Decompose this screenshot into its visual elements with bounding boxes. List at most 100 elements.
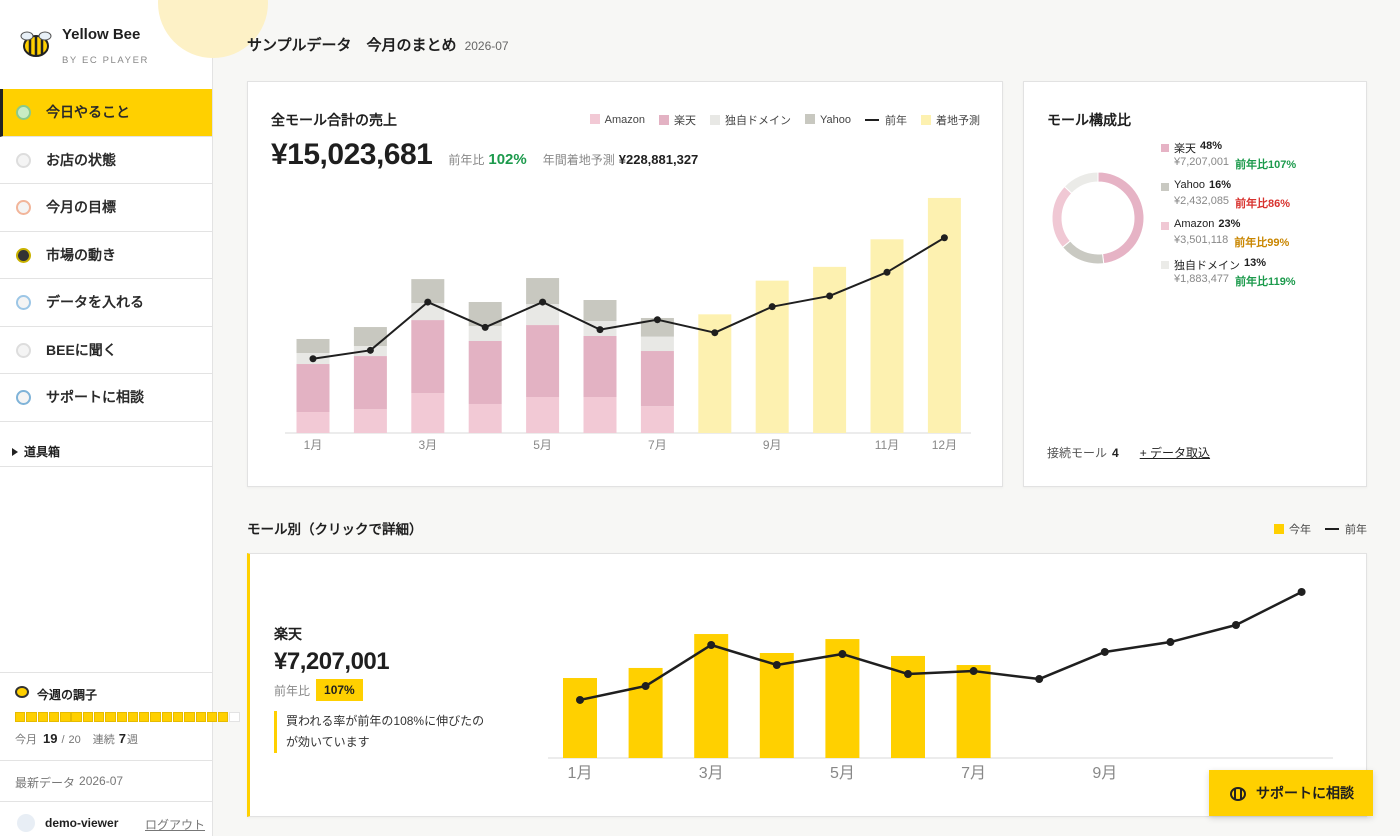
progress-segment xyxy=(15,712,26,722)
amount: ¥2,432,085 xyxy=(1174,195,1230,207)
legend-item: 今年 xyxy=(1274,521,1311,537)
donut-slice xyxy=(1097,171,1145,265)
legend-row: Yahoo 16% xyxy=(1174,179,1231,191)
yoy-badge: 107% xyxy=(316,679,363,701)
mall-card[interactable]: 楽天 ¥7,207,001 前年比 107% 買われる率が前年の108%に伸びた… xyxy=(247,553,1367,817)
amount: ¥3,501,118 xyxy=(1174,234,1229,246)
nav-label: BEEに聞く xyxy=(46,341,117,358)
legend-row: 楽天 48% xyxy=(1174,140,1222,156)
bar xyxy=(296,412,330,433)
section-title: モール別（クリックで詳細） xyxy=(247,522,423,537)
progress-segment xyxy=(48,712,60,722)
nav-label: データを入れる xyxy=(46,294,144,311)
legend-swatch xyxy=(1274,524,1284,534)
amount: ¥1,883,477 xyxy=(1174,273,1230,285)
bar xyxy=(640,406,674,433)
line-point xyxy=(1232,621,1240,630)
share: 13% xyxy=(1244,257,1267,269)
support-button[interactable]: サポートに相談 xyxy=(1209,770,1373,816)
x-tick-label: 9月 xyxy=(763,438,782,452)
bar xyxy=(411,303,445,321)
bar xyxy=(468,403,502,433)
line-point xyxy=(904,670,912,679)
legend-swatch xyxy=(1161,261,1169,269)
nav-item[interactable]: 市場の動き xyxy=(0,232,212,279)
legend: 今年 前年 xyxy=(1274,521,1367,537)
progress-segment xyxy=(150,712,161,722)
page-header: サンプルデータ 今月のまとめ 2026-07 xyxy=(247,34,509,55)
donut-chart xyxy=(1051,171,1145,265)
mall-name: Amazon xyxy=(1174,218,1215,230)
x-tick-label: 7月 xyxy=(648,438,667,452)
mall-name: 楽天 xyxy=(274,626,302,642)
toolbox-toggle[interactable]: 道具箱 xyxy=(12,443,60,460)
logout-link[interactable]: ログアウト xyxy=(145,818,206,832)
line-point xyxy=(424,298,432,306)
progress-segment xyxy=(161,712,173,722)
x-tick-label: 9月 xyxy=(1092,765,1117,782)
nav-item[interactable]: データを入れる xyxy=(0,279,212,327)
legend-label: 楽天 xyxy=(674,115,696,127)
bar xyxy=(411,393,445,433)
card-title: モール構成比 xyxy=(1047,112,1131,128)
nav-label: お店の状態 xyxy=(46,151,116,168)
streak: 7 xyxy=(118,731,127,746)
mall-chart: 1月 3月 5月 7月 9月 xyxy=(548,587,1333,782)
latest-data: 最新データ 2026-07 xyxy=(15,774,123,791)
line-point xyxy=(309,355,317,363)
user-avatar xyxy=(17,814,35,832)
progress-segment xyxy=(71,712,82,722)
nav-item[interactable]: 今月の目標 xyxy=(0,184,212,232)
mall-name: Yahoo xyxy=(1174,179,1205,191)
nav-item[interactable]: BEEに聞く xyxy=(0,327,212,374)
progress-segment xyxy=(105,712,116,722)
caret xyxy=(12,447,18,456)
divider xyxy=(0,760,212,761)
legend-label: 前年 xyxy=(885,115,907,127)
month-count: 19 xyxy=(43,731,58,746)
progress-segment xyxy=(218,712,229,722)
line-point xyxy=(711,329,719,337)
bar xyxy=(353,356,387,410)
legend-label: Amazon xyxy=(604,114,645,126)
legend-swatch xyxy=(1161,183,1169,191)
bar xyxy=(640,317,674,337)
legend-item: 楽天 xyxy=(659,112,696,128)
donut-slice xyxy=(1051,185,1073,249)
share: 16% xyxy=(1209,179,1232,191)
bar xyxy=(526,325,560,398)
bar xyxy=(296,364,330,413)
sidebar: Yellow Bee BY EC PLAYER 今日やること お店の状態 今月の… xyxy=(0,0,268,836)
summary-row: ¥15,023,681 前年比 102% 年間着地予測 ¥228,881,327 xyxy=(271,138,698,172)
line-point xyxy=(641,682,650,691)
month-label: 今月 xyxy=(15,734,37,746)
legend-label: 前年 xyxy=(1345,524,1367,536)
legend-row: 独自ドメイン 13% xyxy=(1174,257,1266,273)
bar xyxy=(468,340,502,404)
nav-item[interactable]: サポートに相談 xyxy=(0,374,212,422)
bar xyxy=(296,338,330,353)
yoy: 前年比86% xyxy=(1235,198,1291,210)
composition-card: モール構成比 接続モール 4 + データ取込 楽天 48% ¥7,207,001 前年… xyxy=(1023,81,1367,487)
line-point xyxy=(772,660,781,669)
x-tick-label: 3月 xyxy=(418,438,437,452)
legend-detail: ¥7,207,001 前年比107% xyxy=(1174,156,1296,172)
yoy: 前年比119% xyxy=(1235,276,1296,288)
connected-count: 4 xyxy=(1112,446,1119,460)
card-title: 全モール合計の売上 xyxy=(271,112,397,128)
legend-swatch xyxy=(1161,222,1169,230)
nav-item[interactable]: 今日やること xyxy=(0,89,212,137)
nav-item[interactable]: お店の状態 xyxy=(0,137,212,184)
legend-item: 独自ドメイン xyxy=(710,112,791,128)
line-point xyxy=(539,298,547,306)
legend-swatch xyxy=(710,115,720,125)
yoy-label: 前年比 xyxy=(274,683,311,698)
import-link[interactable]: + データ取込 xyxy=(1139,446,1211,460)
mall-yoy: 前年比 107% xyxy=(274,679,363,701)
bee-icon xyxy=(1230,787,1246,801)
line-point xyxy=(826,292,834,300)
line-point xyxy=(481,323,489,331)
nav-label: 今日やること xyxy=(46,104,130,121)
